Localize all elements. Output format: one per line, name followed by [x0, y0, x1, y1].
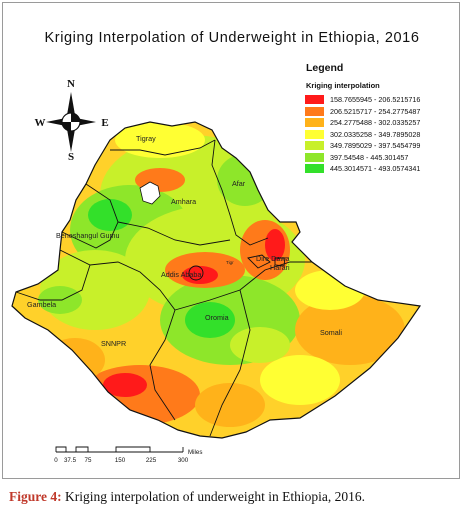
scale-tick-0: 0: [54, 457, 58, 464]
scale-tick-3: 150: [115, 457, 126, 464]
legend-swatch: [305, 106, 324, 116]
label-somali: Somali: [320, 328, 342, 337]
lake-tana: [139, 181, 161, 205]
label-tigray: Tigray: [136, 134, 156, 143]
legend-item: 397.54548 - 445.301457: [305, 152, 455, 164]
legend-label: 397.54548 - 445.301457: [330, 152, 409, 162]
label-afar: Afar: [232, 179, 246, 188]
legend-item: 158.7655945 - 206.5215716: [305, 94, 455, 106]
legend-label: 302.0335258 - 349.7895028: [330, 129, 421, 139]
legend-label: 254.2775488 - 302.0335257: [330, 118, 421, 128]
legend-label: 158.7655945 - 206.5215716: [330, 95, 421, 105]
compass-rose: N S W E: [35, 78, 109, 163]
compass-e-label: E: [101, 117, 108, 129]
legend-item: 349.7895029 - 397.5454799: [305, 140, 455, 152]
legend-item: 206.5215717 - 254.2775487: [305, 106, 455, 118]
legend-swatch: [305, 95, 324, 105]
legend-swatch: [305, 152, 324, 162]
label-snnpr: SNNPR: [101, 339, 126, 348]
figure-caption: Figure 4: Kriging interpolation of under…: [9, 489, 365, 505]
legend-item: 254.2775488 - 302.0335257: [305, 117, 455, 129]
label-benishangul: Beneshangul Gumu: [56, 231, 120, 240]
legend-swatch: [305, 164, 324, 174]
legend-rows: 158.7655945 - 206.5215716 206.5215717 - 2…: [305, 94, 455, 175]
label-tigray-small: Tigr: [226, 260, 234, 265]
legend: Legend Kriging interpolation 158.7655945…: [305, 62, 455, 175]
label-dire-dawa: Dire Dawa: [256, 254, 290, 263]
scale-tick-2: 75: [85, 457, 92, 464]
compass-s-label: S: [68, 151, 74, 163]
compass-n-label: N: [67, 78, 75, 90]
scale-tick-5: 300: [178, 457, 189, 464]
label-amhara: Amhara: [171, 197, 196, 206]
label-harari: Harari: [270, 263, 290, 272]
legend-swatch: [305, 118, 324, 128]
scale-bar: 0 37.5 75 150 225 300 Miles: [54, 446, 202, 464]
label-oromia: Oromia: [205, 313, 229, 322]
legend-title: Legend: [306, 62, 344, 74]
caption-prefix: Figure 4:: [9, 489, 62, 504]
legend-swatch: [305, 141, 324, 151]
legend-label: 349.7895029 - 397.5454799: [330, 141, 421, 151]
legend-item: 302.0335258 - 349.7895028: [305, 129, 455, 141]
compass-w-label: W: [35, 117, 46, 129]
legend-item: 445.3014571 - 493.0574341: [305, 163, 455, 175]
legend-subtitle: Kriging interpolation: [306, 81, 380, 90]
scale-tick-4: 225: [146, 457, 157, 464]
map-title: Kriging Interpolation of Underweight in …: [44, 30, 420, 46]
caption-text: Kriging interpolation of underweight in …: [61, 489, 365, 504]
legend-label: 445.3014571 - 493.0574341: [330, 164, 421, 174]
legend-swatch: [305, 129, 324, 139]
ethiopia-outline: [11, 121, 422, 439]
region-boundaries: [15, 139, 312, 437]
scale-unit: Miles: [188, 449, 202, 456]
label-addis-ababa: Addis Ababa: [161, 270, 201, 279]
label-gambela: Gambela: [27, 300, 56, 309]
legend-label: 206.5215717 - 254.2775487: [330, 106, 421, 116]
scale-tick-1: 37.5: [64, 457, 77, 464]
